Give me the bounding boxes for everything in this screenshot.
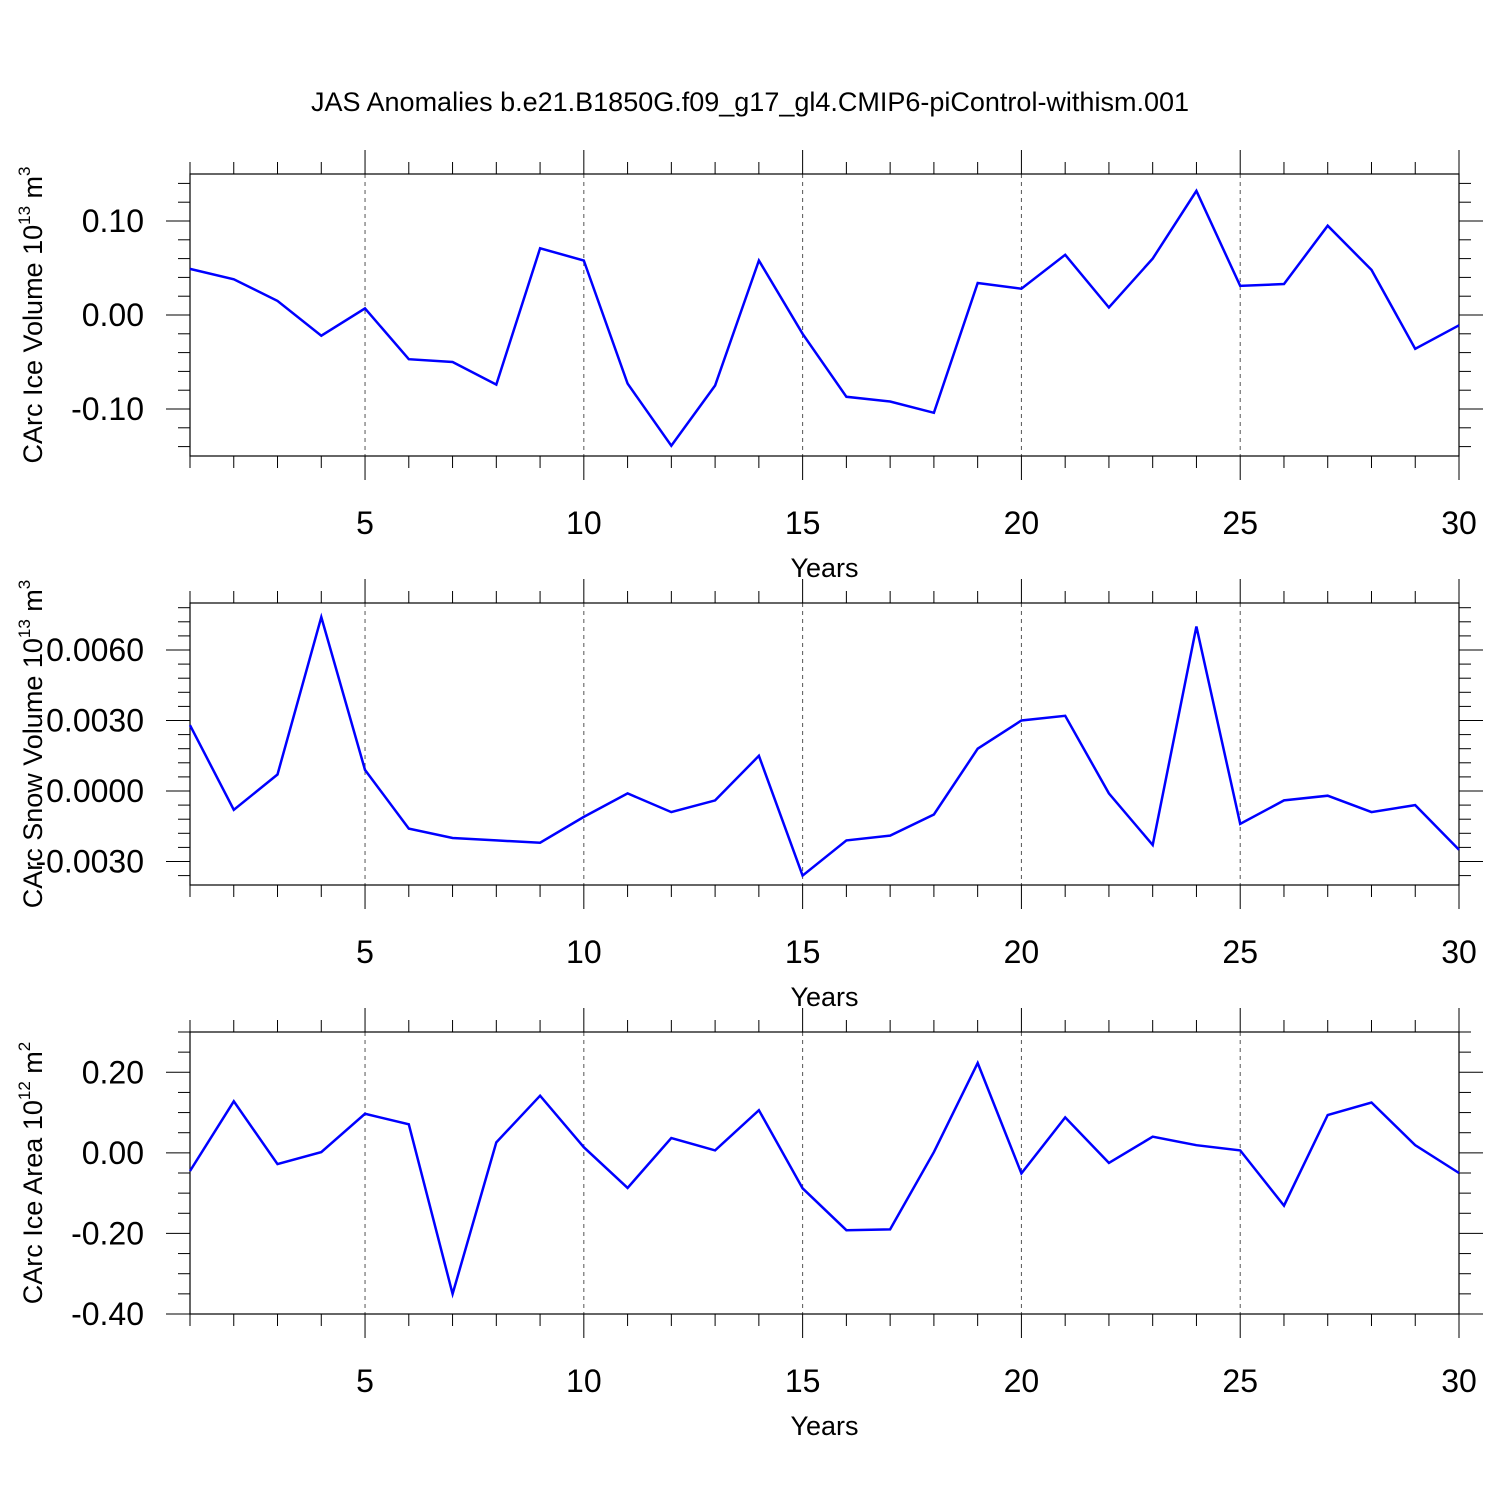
- y-tick-label: 0.10: [82, 203, 144, 239]
- y-axis-label: CArc Ice Area 1012 m2: [15, 1042, 48, 1305]
- y-tick-label: -0.40: [71, 1296, 144, 1332]
- y-axis-label-unit-exponent: 2: [15, 1042, 34, 1051]
- y-axis-label-unit-exponent: 3: [15, 166, 34, 175]
- plot-frame: [189, 173, 1460, 457]
- y-axis-label-unit: m: [18, 176, 48, 206]
- y-axis-label: CArc Snow Volume 1013 m3: [15, 580, 48, 909]
- x-tick-label: 15: [785, 505, 821, 541]
- x-tick-label: 5: [356, 934, 374, 970]
- data-line: [188, 612, 1460, 878]
- x-axis-label: Years: [790, 553, 858, 583]
- y-tick-label: -0.0030: [35, 844, 144, 880]
- y-axis-label-main: CArc Snow Volume 10: [18, 638, 48, 908]
- x-axis-label: Years: [790, 1411, 858, 1441]
- x-tick-label: 15: [785, 934, 821, 970]
- x-tick-label: 20: [1004, 934, 1040, 970]
- plot-frame: [189, 1031, 1460, 1315]
- x-tick-label: 25: [1222, 934, 1258, 970]
- x-axis-label: Years: [790, 982, 858, 1012]
- y-axis-label-main: CArc Ice Volume 10: [18, 225, 48, 464]
- y-axis-label-main: CArc Ice Area 10: [18, 1100, 48, 1304]
- y-tick-label: 0.0060: [46, 632, 144, 668]
- panel-1: -0.10 0.00 0.10 5 10 15 20 25 30 Years CArc Ice Vo…: [15, 150, 1483, 583]
- panel-3: -0.40 -0.20 0.00 0.20 5 10 15 20 25 30 Years CArc I…: [15, 1008, 1483, 1441]
- x-tick-label: 30: [1441, 934, 1477, 970]
- x-tick-label: 10: [566, 1363, 602, 1399]
- y-tick-label: 0.0000: [46, 773, 144, 809]
- y-axis-label-unit-exponent: 3: [15, 580, 34, 589]
- x-tick-label: 15: [785, 1363, 821, 1399]
- y-tick-label: 0.00: [82, 297, 144, 333]
- x-tick-label: 30: [1441, 505, 1477, 541]
- x-tick-label: 10: [566, 934, 602, 970]
- y-tick-label: 0.0030: [46, 703, 144, 739]
- y-axis-label-exponent: 13: [15, 206, 34, 225]
- y-tick-label: -0.20: [71, 1215, 144, 1251]
- y-tick-label: 0.20: [82, 1054, 144, 1090]
- y-axis-label-unit: m: [18, 589, 48, 619]
- panel-2: -0.0030 0.0000 0.0030 0.0060 5 10 15 20 25 30 Year…: [15, 579, 1483, 1012]
- x-tick-label: 10: [566, 505, 602, 541]
- x-tick-label: 25: [1222, 1363, 1258, 1399]
- figure-title: JAS Anomalies b.e21.B1850G.f09_g17_gl4.C…: [311, 87, 1189, 117]
- data-line: [188, 1059, 1460, 1299]
- x-tick-label: 5: [356, 505, 374, 541]
- plot-frame: [189, 602, 1460, 886]
- y-axis-label-exponent: 12: [15, 1081, 34, 1100]
- x-tick-label: 20: [1004, 505, 1040, 541]
- x-tick-label: 20: [1004, 1363, 1040, 1399]
- y-axis-label-unit: m: [18, 1051, 48, 1081]
- y-axis-label: CArc Ice Volume 1013 m3: [15, 166, 48, 463]
- x-tick-label: 5: [356, 1363, 374, 1399]
- data-line: [189, 188, 1460, 448]
- y-tick-label: 0.00: [82, 1135, 144, 1171]
- y-axis-label-exponent: 13: [15, 619, 34, 638]
- y-tick-label: -0.10: [71, 391, 144, 427]
- x-tick-label: 30: [1441, 1363, 1477, 1399]
- x-tick-label: 25: [1222, 505, 1258, 541]
